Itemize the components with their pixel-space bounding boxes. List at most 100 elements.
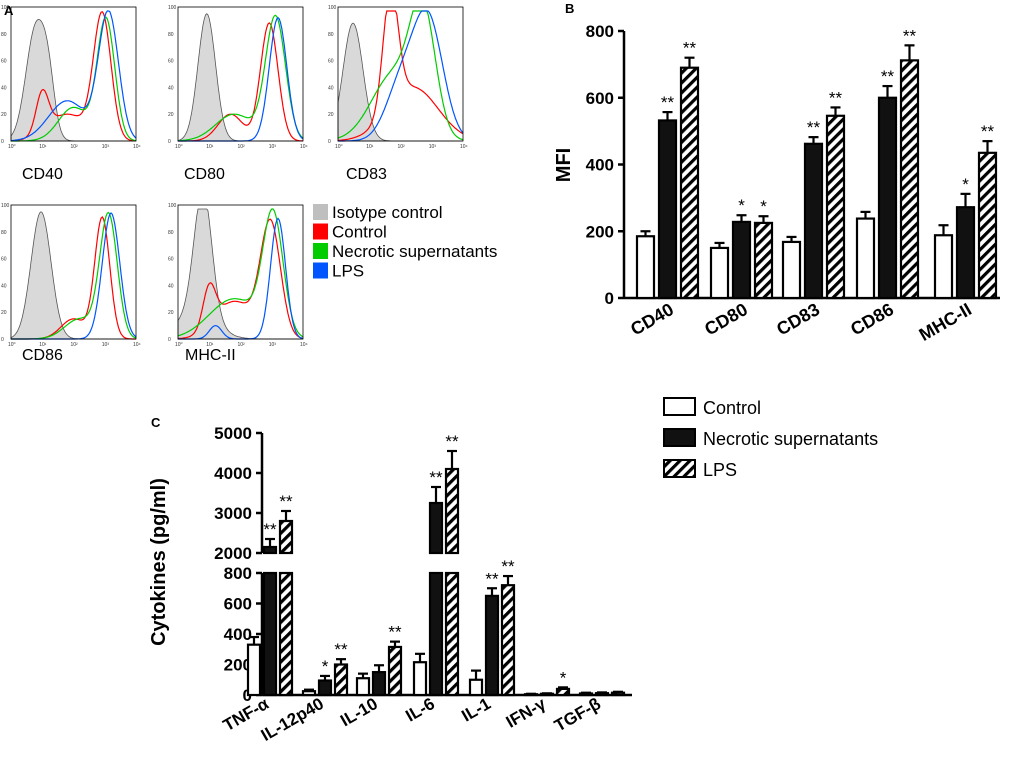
histogram-x-tick: 10³ [269,342,277,348]
histogram-y-tick: 0 [168,337,171,343]
bar-1-2 [333,663,349,697]
x-tick-label: IL-1 [458,694,494,726]
histogram-y-tick: 80 [168,32,174,38]
histogram-y-tick: 100 [1,203,10,209]
histogram-y-tick: 40 [168,283,174,289]
histogram-x-tick: 10¹ [206,144,214,150]
bar-cd83-0 [781,240,802,300]
histogram-x-tick: 10³ [102,144,110,150]
y-tick-label: 600 [586,89,614,108]
significance-mark: ** [501,557,515,576]
bar-cd80-2 [753,221,774,300]
histogram-x-tick: 10¹ [39,144,47,150]
bar-3-2-upper [444,467,460,555]
bar-3-0 [412,661,428,697]
histogram-x-tick: 10³ [429,144,437,150]
legend-filled-swatch [663,428,696,447]
necrotic-supernatants-curve [11,16,137,142]
bar-mhc-ii-2 [977,151,998,300]
histogram-x-tick: 10³ [269,144,277,150]
bar-2-0 [355,677,371,697]
y-tick-label: 400 [224,625,252,644]
bar-4-0 [468,678,484,697]
histogram-x-tick: 10⁰ [8,144,16,150]
bar-cd86-2 [899,59,920,300]
histogram-cd40: 0 20 40 60 80 100 10⁰ 10¹ 10² 10³ 10⁴ CD40 [1,5,141,183]
histogram-y-tick: 0 [1,337,4,343]
histogram-label: CD86 [22,347,63,364]
legend-label: Necrotic supernatants [332,242,497,261]
legend-swatch [313,223,328,240]
histogram-x-tick: 10² [238,144,246,150]
histogram-label: MHC-II [185,347,236,364]
legend-label: Control [703,398,761,418]
significance-mark: * [962,175,969,194]
significance-mark: ** [429,468,443,487]
x-tick-label: MHC-II [916,299,975,345]
y-tick-label: 4000 [214,464,252,483]
y-tick-label: 0 [605,289,614,308]
y-tick-label: 600 [224,595,252,614]
legend-label: Control [332,223,387,242]
y-axis-title: MFI [553,148,575,182]
x-tick-label: CD40 [627,299,677,339]
y-tick-label: 3000 [214,504,252,523]
histogram-x-tick: 10⁴ [133,144,141,150]
bar-3-1-upper [428,501,444,555]
y-tick-label: 200 [224,656,252,675]
histogram-y-tick: 40 [1,85,7,91]
histogram-frame [337,6,464,142]
necrotic-supernatants-curve [177,208,304,338]
significance-mark: ** [485,569,499,588]
legend-swatch [313,243,328,259]
histogram-y-tick: 40 [328,85,334,91]
lps-curve [10,10,137,142]
histogram-frame [177,6,304,142]
y-tick-label: 5000 [214,424,252,443]
x-tick-label: CD86 [847,299,897,339]
bar-cd80-1 [731,220,752,300]
bar-mhc-ii-0 [933,234,954,300]
histogram-y-tick: 40 [168,85,174,91]
bar-cd80-0 [709,246,730,300]
significance-mark: * [322,657,329,676]
x-tick-label: TGF-β [551,694,604,735]
necrotic-supernatants-curve [337,10,464,141]
bar-cd83-1 [803,142,824,300]
histogram-mhc-ii: 0 20 40 60 80 100 10⁰ 10¹ 10² 10³ 10⁴ MHC-II [168,203,308,364]
histogram-y-tick: 0 [328,139,331,145]
significance-mark: ** [807,118,821,137]
lps-curve [338,10,464,142]
histogram-y-tick: 20 [1,310,7,316]
histogram-label: CD80 [184,166,225,183]
significance-mark: ** [388,623,402,642]
legend-label: LPS [703,460,737,480]
histogram-x-tick: 10² [238,342,246,348]
histogram-y-tick: 80 [1,230,7,236]
histogram-label: CD40 [22,166,63,183]
bar-1-0 [301,690,317,697]
bar-0-2-lower [278,571,294,697]
histogram-y-tick: 60 [328,59,334,65]
histogram-x-tick: 10⁴ [300,144,308,150]
bar-4-1 [484,594,500,697]
control-curve [337,10,464,141]
histogram-x-tick: 10² [398,144,406,150]
legend-label: Necrotic supernatants [703,429,878,449]
histogram-label: CD83 [346,166,387,183]
histogram-y-tick: 100 [168,5,177,11]
y-tick-label: 800 [586,22,614,41]
histogram-frame [10,6,137,142]
bar-0-2-upper [278,519,294,555]
x-tick-label: IL-6 [402,694,438,726]
bar-cd86-0 [855,217,876,300]
bar-legend: Control Necrotic supernatants LPS [663,397,878,480]
significance-mark: ** [334,640,348,659]
histogram-y-tick: 20 [328,112,334,118]
significance-mark: * [738,196,745,215]
isotype-control-curve [177,13,303,142]
histogram-x-tick: 10¹ [206,342,214,348]
histogram-frame [177,204,304,340]
histogram-x-tick: 10¹ [39,342,47,348]
